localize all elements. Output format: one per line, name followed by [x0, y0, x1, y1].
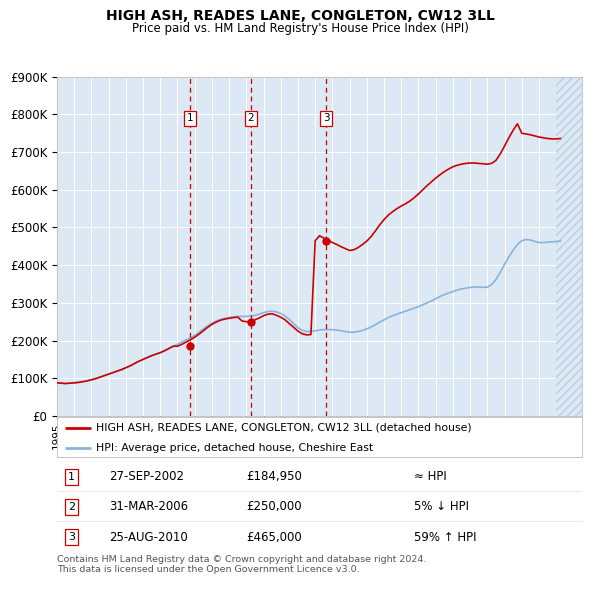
Text: HIGH ASH, READES LANE, CONGLETON, CW12 3LL: HIGH ASH, READES LANE, CONGLETON, CW12 3…: [106, 9, 494, 24]
Text: 3: 3: [68, 532, 75, 542]
Text: ≈ HPI: ≈ HPI: [414, 470, 447, 483]
Text: 31-MAR-2006: 31-MAR-2006: [110, 500, 188, 513]
Text: HPI: Average price, detached house, Cheshire East: HPI: Average price, detached house, Ches…: [97, 442, 373, 453]
Text: 5% ↓ HPI: 5% ↓ HPI: [414, 500, 469, 513]
Text: HIGH ASH, READES LANE, CONGLETON, CW12 3LL (detached house): HIGH ASH, READES LANE, CONGLETON, CW12 3…: [97, 422, 472, 432]
Text: 59% ↑ HPI: 59% ↑ HPI: [414, 530, 476, 543]
Text: 1: 1: [187, 113, 194, 123]
Text: 2: 2: [68, 502, 75, 512]
Text: £184,950: £184,950: [246, 470, 302, 483]
Text: £250,000: £250,000: [246, 500, 302, 513]
Text: Contains HM Land Registry data © Crown copyright and database right 2024.: Contains HM Land Registry data © Crown c…: [57, 555, 427, 563]
Text: 27-SEP-2002: 27-SEP-2002: [110, 470, 185, 483]
Bar: [556, 77, 582, 416]
Text: £465,000: £465,000: [246, 530, 302, 543]
Text: 1: 1: [68, 471, 75, 481]
Text: 25-AUG-2010: 25-AUG-2010: [110, 530, 188, 543]
Text: 2: 2: [247, 113, 254, 123]
Text: This data is licensed under the Open Government Licence v3.0.: This data is licensed under the Open Gov…: [57, 565, 359, 573]
Text: Price paid vs. HM Land Registry's House Price Index (HPI): Price paid vs. HM Land Registry's House …: [131, 22, 469, 35]
Text: 3: 3: [323, 113, 329, 123]
